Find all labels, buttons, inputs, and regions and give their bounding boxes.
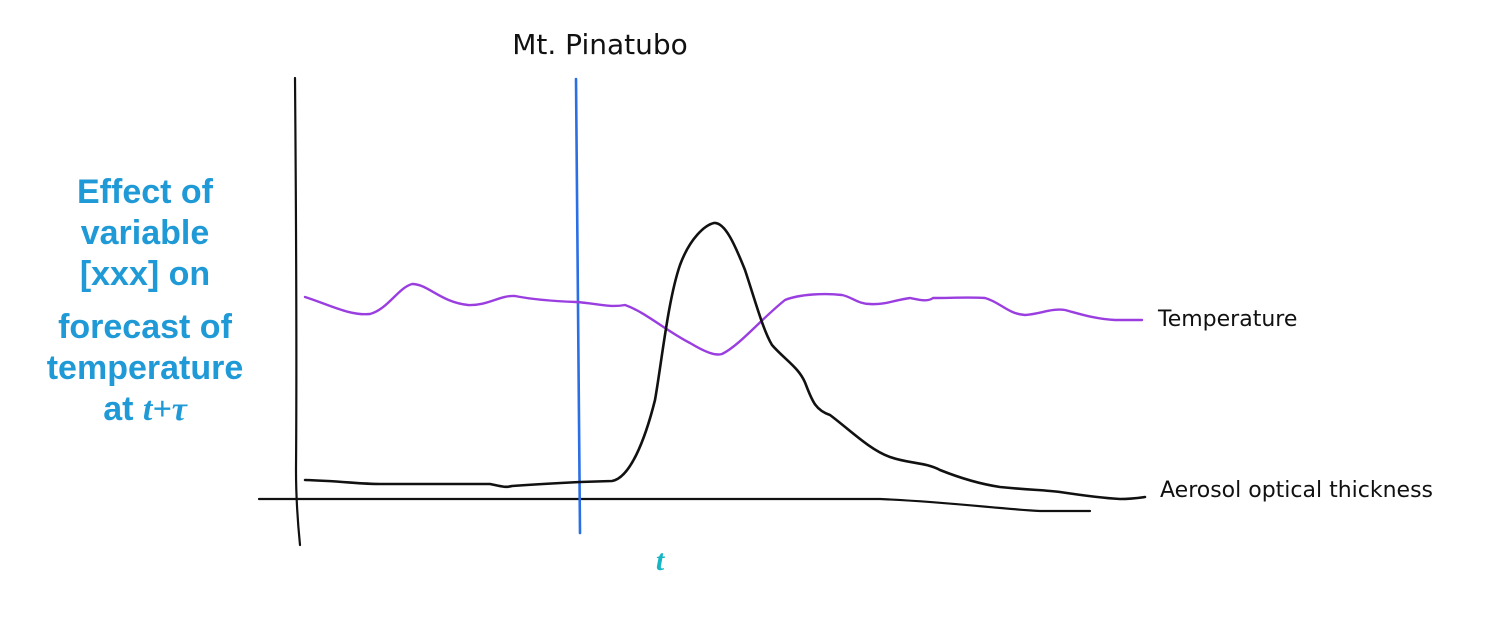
- y-axis-label-line-4: forecast of: [58, 308, 232, 346]
- aerosol-series-line: [303, 221, 1147, 501]
- event-marker-label: Mt. Pinatubo: [512, 28, 688, 61]
- x-tick-label-t: t: [655, 544, 665, 577]
- aerosol-series-label: Aerosol optical thickness: [1160, 478, 1434, 503]
- event-marker-line: [574, 77, 582, 535]
- y-axis-label-line-1: Effect of: [77, 173, 213, 211]
- x-axis: [257, 497, 1092, 513]
- y-axis-label-math: t+τ: [142, 391, 187, 428]
- y-axis: [293, 76, 302, 547]
- y-axis-label-line-3: [xxx] on: [79, 255, 211, 293]
- y-axis-label: Effect of variable [xxx] on forecast of …: [20, 172, 270, 430]
- temperature-series-line: [303, 282, 1144, 356]
- y-axis-label-line-6: at t+τ: [20, 389, 270, 430]
- temperature-series-label: Temperature: [1158, 307, 1298, 332]
- y-axis-label-line-2: variable: [80, 214, 210, 252]
- y-axis-label-line-5: temperature: [46, 349, 244, 387]
- y-axis-label-prefix: at: [103, 390, 143, 428]
